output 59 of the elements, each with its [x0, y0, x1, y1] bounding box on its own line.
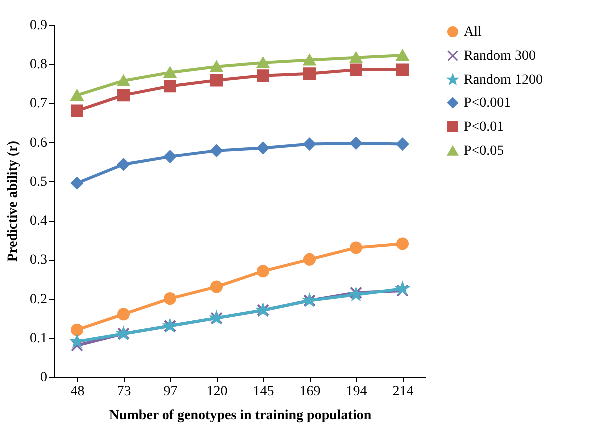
y-tick-label: 0.7: [30, 96, 48, 112]
x-tick-label: 48: [70, 384, 85, 400]
point: [164, 67, 176, 78]
y-tick-label: 0.6: [30, 136, 48, 151]
legend-label: Random 1200: [464, 73, 543, 88]
point: [304, 253, 316, 266]
point: [71, 324, 84, 336]
point: [71, 104, 84, 118]
legend-label: P<0.001: [464, 96, 512, 111]
point: [396, 64, 409, 76]
point: [396, 284, 409, 298]
point: [350, 137, 362, 150]
point: [304, 54, 316, 66]
y-tick-label: 0.3: [30, 253, 48, 268]
y-tick-label: 0.1: [30, 331, 48, 346]
point: [257, 142, 270, 154]
point: [118, 75, 130, 86]
x-tick-label: 145: [253, 384, 274, 400]
point: [118, 158, 130, 171]
point: [304, 138, 316, 151]
point: [350, 52, 362, 64]
x-tick-label: 194: [346, 384, 368, 400]
point: [396, 50, 409, 62]
y-axis-title: Predictive ability (r): [6, 140, 21, 262]
point: [164, 80, 176, 93]
point: [118, 89, 130, 102]
point: [118, 308, 130, 321]
point: [257, 57, 270, 68]
point: [71, 90, 84, 101]
legend-label: P<0.01: [464, 120, 504, 135]
y-tick-label: 0.4: [30, 214, 48, 230]
y-tick-label: 0.2: [30, 292, 48, 308]
y-tick-label: 0.5: [30, 174, 48, 190]
point: [164, 150, 176, 164]
legend-label: All: [464, 25, 482, 40]
point: [210, 61, 223, 72]
y-tick-label: 0.8: [30, 58, 48, 73]
x-axis-title: Number of genotypes in training population: [109, 408, 372, 424]
x-tick-label: 214: [392, 384, 414, 400]
point: [164, 292, 176, 306]
point: [210, 280, 223, 294]
y-tick-label: 0: [40, 370, 48, 386]
y-tick-label: 0.9: [30, 18, 48, 34]
point: [350, 242, 362, 254]
point: [304, 68, 316, 80]
point: [257, 265, 270, 278]
point: [350, 64, 362, 76]
point: [396, 238, 409, 250]
x-tick-label: 169: [300, 384, 321, 400]
x-tick-label: 73: [117, 384, 132, 400]
x-tick-label: 120: [206, 384, 228, 400]
point: [257, 70, 270, 82]
point: [210, 144, 223, 158]
point: [210, 74, 223, 87]
x-tick-label: 97: [164, 384, 178, 400]
point: [396, 138, 409, 151]
legend-label: P<0.05: [464, 144, 504, 159]
point: [71, 177, 84, 190]
legend-label: Random 300: [464, 49, 536, 64]
